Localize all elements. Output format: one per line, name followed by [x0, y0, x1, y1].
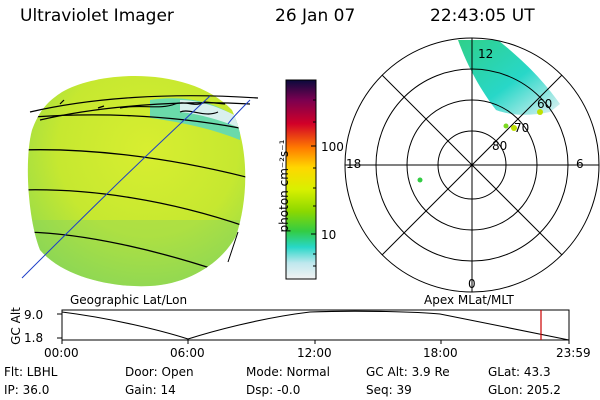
polar-dot [417, 177, 423, 183]
x-tick-1800: 18:00 [423, 346, 458, 360]
coastlines [29, 95, 259, 121]
limb-tick [227, 231, 239, 263]
status-mode: Mode: Normal [246, 365, 330, 379]
mlat-70-label: 70 [514, 121, 530, 135]
mlt-18-label: 18 [346, 157, 362, 171]
status-flt: Flt: LBHL [4, 365, 58, 379]
altitude-plot [57, 309, 570, 344]
x-tick-0000: 00:00 [44, 346, 79, 360]
mlat-80-label: 80 [492, 139, 508, 153]
colorbar [285, 79, 317, 280]
meridians [21, 95, 251, 279]
status-dsp: Dsp: -0.0 [246, 383, 301, 397]
mlt-0-label: 0 [468, 277, 476, 291]
x-tick-1200: 12:00 [297, 346, 332, 360]
x-tick-0600: 06:00 [170, 346, 205, 360]
colorbar-ticks [311, 99, 316, 267]
gc-alt-axis-label: GC Alt [9, 307, 23, 345]
polar-panel-label: Apex MLat/MLT [424, 293, 514, 307]
instrument-title: Ultraviolet Imager [20, 6, 174, 26]
status-ip: IP: 36.0 [4, 383, 50, 397]
polar-plot [344, 37, 600, 293]
mlt-12-label: 12 [478, 47, 494, 61]
time-label: 22:43:05 UT [430, 6, 535, 26]
status-gc-alt: GC Alt: 3.9 Re [366, 365, 450, 379]
geo-panel-label: Geographic Lat/Lon [70, 293, 188, 307]
earth-image [27, 75, 246, 287]
mlt-6-label: 6 [576, 157, 584, 171]
alt-tick-1-8: 1.8 [24, 331, 44, 345]
colorbar-tick-100: 100 [321, 140, 344, 154]
status-glat: GLat: 43.3 [488, 365, 551, 379]
status-gain: Gain: 14 [125, 383, 176, 397]
alt-tick-9: 9.0 [24, 308, 44, 322]
mlat-60-label: 60 [537, 97, 553, 111]
status-door: Door: Open [125, 365, 194, 379]
colorbar-unit-label: photon cm⁻²s⁻¹ [277, 139, 291, 233]
colorbar-tick-10: 10 [321, 228, 337, 242]
status-seq: Seq: 39 [366, 383, 412, 397]
x-tick-2359: 23:59 [556, 346, 591, 360]
date-label: 26 Jan 07 [275, 6, 356, 26]
status-glon: GLon: 205.2 [488, 383, 561, 397]
